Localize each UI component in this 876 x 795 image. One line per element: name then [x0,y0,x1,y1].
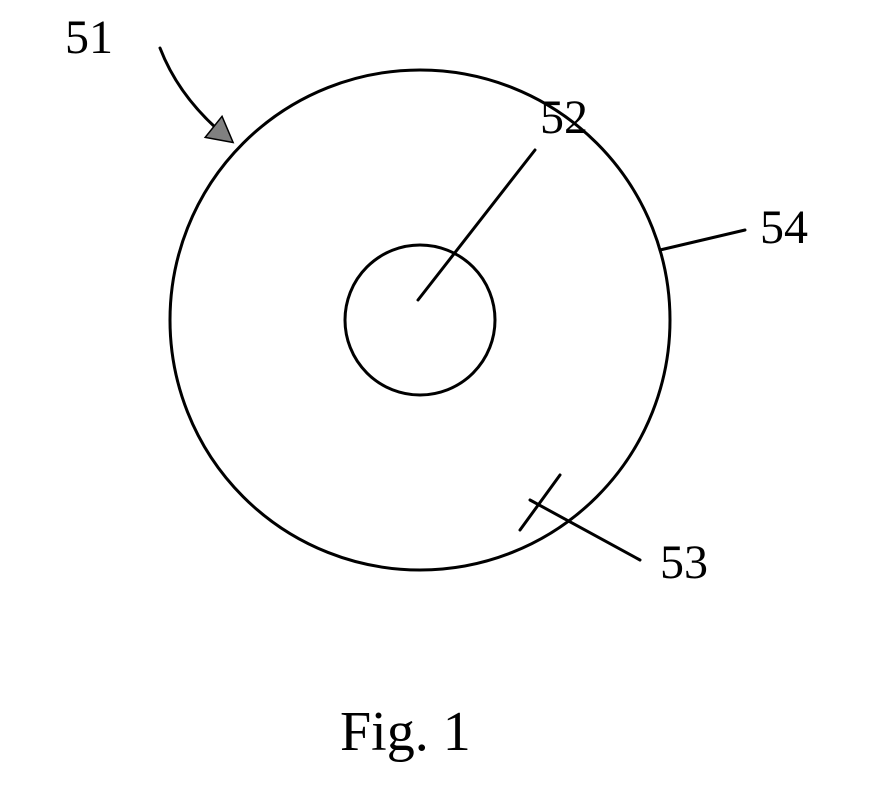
outer-circle [170,70,670,570]
label-54: 54 [760,200,808,255]
diagram-stage: 51 52 54 53 Fig. 1 [0,0,876,795]
leader-52 [418,150,535,300]
inner-circle [345,245,495,395]
label-53: 53 [660,535,708,590]
diagram-svg [0,0,876,795]
label-51: 51 [65,10,113,65]
leader-53-tick [520,475,560,530]
label-52: 52 [540,90,588,145]
figure-caption: Fig. 1 [340,700,471,764]
leader-54 [660,230,745,250]
